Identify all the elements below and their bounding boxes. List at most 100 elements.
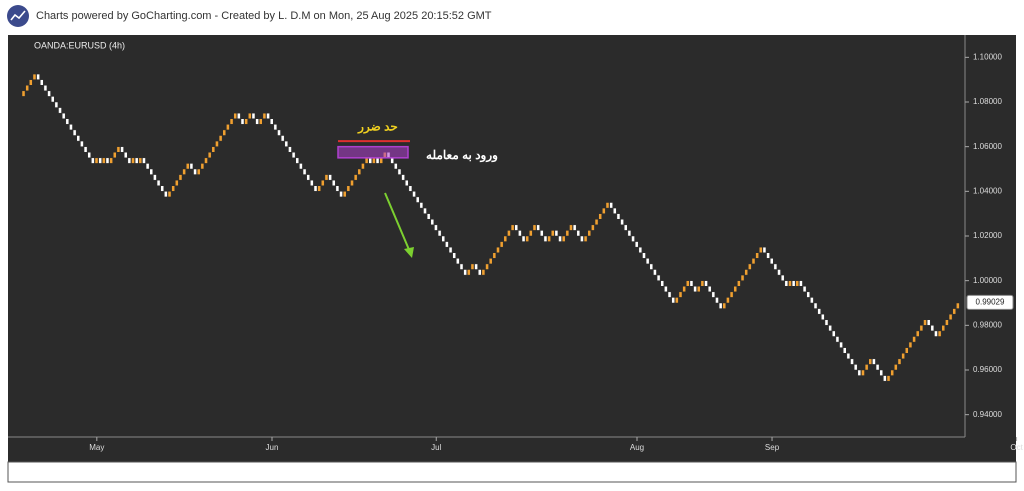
brick: [675, 297, 679, 304]
brick: [463, 269, 467, 276]
brick: [930, 325, 935, 332]
brick: [580, 235, 584, 242]
brick: [291, 152, 296, 159]
brick: [799, 280, 803, 287]
brick: [207, 152, 212, 159]
brick: [182, 168, 186, 175]
brick: [561, 235, 566, 242]
brick: [842, 347, 847, 354]
brick: [83, 146, 88, 153]
brick: [142, 157, 146, 164]
brick: [394, 163, 398, 170]
brick: [769, 258, 774, 265]
brick: [364, 157, 369, 164]
brick: [510, 224, 515, 231]
brick: [740, 274, 745, 281]
brick: [941, 325, 946, 332]
symbol-label: OANDA:EURUSD (4h): [34, 40, 125, 50]
brick: [72, 129, 77, 136]
brick: [215, 140, 219, 147]
brick: [248, 112, 252, 119]
brick: [350, 179, 354, 187]
brick: [313, 185, 318, 192]
brick: [160, 185, 164, 192]
brick: [956, 302, 960, 309]
y-tick-label: 1.08000: [973, 97, 1002, 106]
brick: [295, 157, 300, 164]
brick: [164, 191, 168, 198]
brick: [572, 224, 577, 231]
brick: [167, 191, 172, 198]
brick: [605, 202, 610, 209]
x-tick-label: Sep: [765, 443, 780, 452]
brick: [908, 341, 913, 348]
y-tick-label: 0.98000: [973, 320, 1002, 329]
brick: [656, 274, 661, 281]
brick: [412, 191, 416, 198]
brick: [791, 280, 796, 287]
brick: [894, 364, 898, 371]
brick: [222, 129, 227, 136]
brick: [587, 230, 592, 237]
brick: [536, 224, 540, 231]
brick: [76, 135, 81, 142]
x-tick-label: Aug: [630, 443, 644, 452]
brick: [795, 280, 800, 287]
brick: [649, 263, 654, 270]
brick: [29, 79, 33, 86]
brick: [401, 174, 405, 181]
brick: [368, 157, 373, 164]
last-price-label: 0.99029: [976, 297, 1005, 306]
brick: [682, 286, 686, 293]
brick: [54, 101, 59, 108]
brick: [171, 185, 175, 192]
brick: [543, 235, 548, 242]
brick: [415, 196, 420, 203]
brick: [850, 358, 854, 365]
brick: [923, 319, 927, 326]
brick: [302, 168, 307, 175]
brick: [707, 286, 712, 293]
brick: [288, 146, 292, 153]
brick: [430, 219, 435, 226]
brick: [61, 112, 66, 119]
brick: [638, 246, 643, 254]
brick: [331, 179, 336, 187]
brick: [780, 274, 785, 281]
brick: [550, 230, 555, 237]
brick: [554, 230, 559, 237]
brick: [766, 252, 770, 259]
brick: [653, 269, 657, 276]
brick: [583, 235, 588, 242]
brick: [43, 85, 48, 92]
brick: [80, 140, 84, 147]
brick: [481, 269, 486, 276]
brick: [306, 174, 310, 181]
brick: [890, 369, 894, 376]
brick: [138, 157, 143, 164]
brick: [397, 168, 402, 175]
brick: [149, 168, 154, 175]
brick: [788, 280, 792, 287]
brick: [448, 246, 453, 254]
brick: [518, 230, 522, 237]
brick: [273, 124, 278, 131]
brick: [50, 96, 55, 103]
brick: [762, 246, 767, 254]
brick: [240, 118, 245, 125]
brick: [810, 297, 814, 304]
brick: [459, 263, 464, 270]
brick: [919, 325, 924, 332]
brick: [36, 73, 40, 80]
brick: [828, 325, 832, 332]
brick: [715, 297, 719, 304]
brick: [310, 179, 314, 187]
brick: [591, 224, 595, 231]
brick: [905, 347, 909, 354]
brick: [726, 297, 730, 304]
brick: [423, 207, 427, 214]
x-tick-label: Jul: [431, 443, 441, 452]
brick: [496, 246, 500, 254]
brick: [193, 168, 197, 175]
brick: [255, 118, 259, 125]
